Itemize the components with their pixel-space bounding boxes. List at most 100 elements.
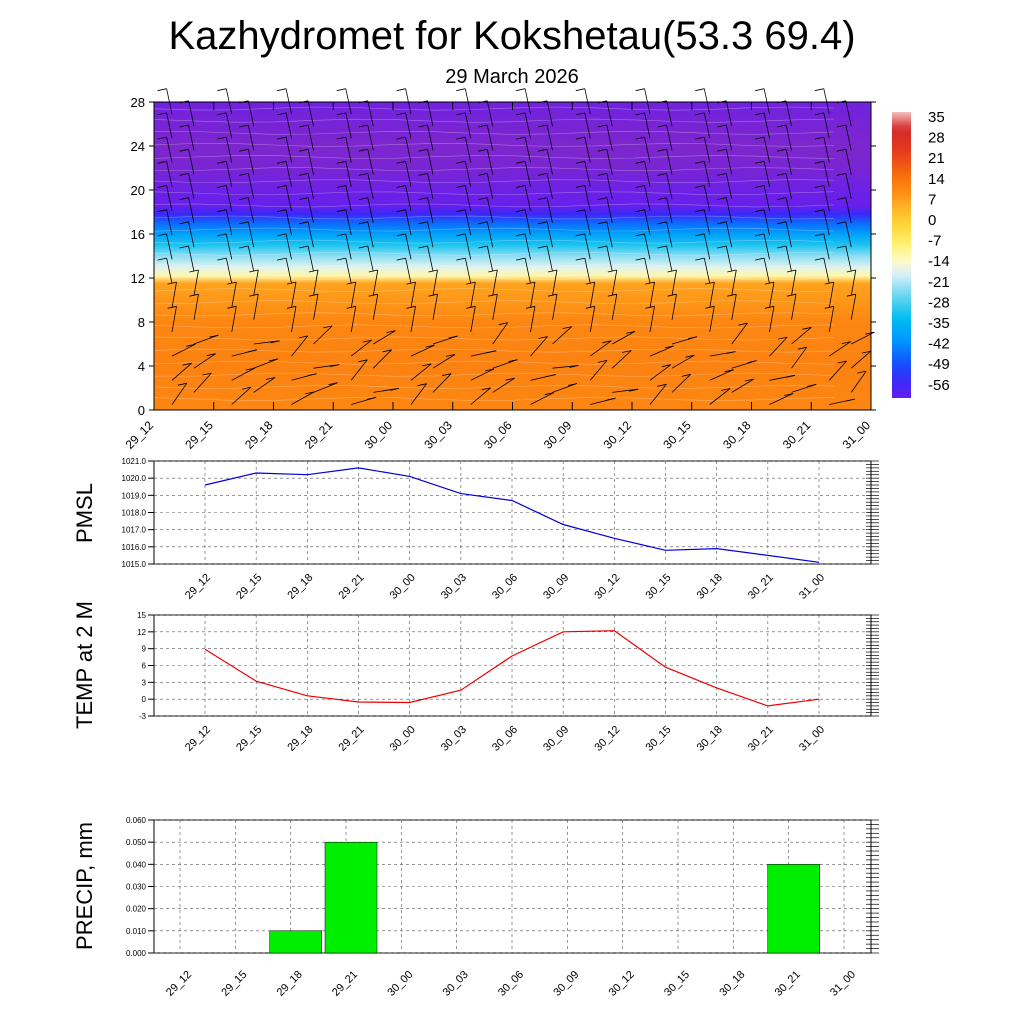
wind-barb — [253, 358, 279, 369]
chart-subtitle: 29 March 2026 — [445, 66, 579, 88]
wind-barb-flag — [245, 367, 255, 371]
colorbar-label: -49 — [928, 356, 950, 373]
wind-barb-flag — [206, 353, 216, 357]
wind-barb-flag — [635, 136, 645, 140]
y-tick-label: 15 — [137, 611, 146, 620]
wind-barb-flag — [336, 233, 346, 237]
x-tick-label: 30_00 — [388, 724, 418, 754]
wind-barb-flag — [635, 160, 645, 164]
wind-barb — [307, 173, 314, 199]
wind-barb-flag — [681, 373, 691, 377]
wind-barb — [470, 282, 476, 308]
wind-barb — [703, 88, 711, 115]
wind-barb — [166, 185, 173, 211]
wind-barb-flag — [239, 197, 249, 200]
wind-barb — [285, 185, 292, 211]
wind-barb — [373, 330, 396, 345]
wind-barb-flag — [217, 209, 227, 213]
wind-barb — [285, 209, 292, 236]
wind-barb — [703, 161, 711, 187]
wind-barb — [247, 149, 255, 175]
wind-barb — [644, 112, 651, 139]
wind-barb — [584, 209, 591, 236]
wind-barb — [791, 326, 812, 345]
wind-barb — [785, 149, 792, 175]
wind-barb — [285, 233, 292, 260]
wind-barb-flag — [814, 185, 824, 188]
wind-barb — [231, 306, 237, 332]
wind-barb-flag — [498, 322, 508, 326]
wind-barb-flag — [575, 257, 585, 261]
wind-barb-flag — [157, 160, 167, 164]
wind-barb-flag — [629, 388, 639, 392]
wind-barb-flag — [157, 209, 167, 213]
wind-barb — [823, 161, 830, 187]
colorbar-label: -14 — [928, 253, 950, 270]
wind-barb-flag — [695, 88, 705, 92]
wind-barb — [307, 245, 314, 272]
wind-barb — [791, 346, 808, 369]
wind-barb — [703, 258, 711, 284]
wind-barb-flag — [305, 391, 315, 395]
wind-barb-flag — [396, 233, 406, 237]
x-tick-label: 29_12 — [183, 572, 213, 602]
wind-barb — [584, 137, 591, 163]
wind-barb-flag — [635, 257, 645, 261]
wind-barb-flag — [481, 387, 491, 391]
wind-barb — [171, 362, 192, 381]
wind-barb-flag — [597, 124, 607, 128]
wind-barb-flag — [505, 377, 515, 381]
wind-barb-flag — [358, 359, 368, 363]
wind-barb — [188, 100, 195, 127]
wind-barb — [188, 245, 195, 272]
wind-barb-flag — [726, 351, 736, 354]
wind-barb — [589, 282, 596, 308]
wind-barb-flag — [814, 160, 824, 164]
wind-barb — [785, 173, 792, 199]
wind-barb — [285, 137, 292, 163]
wind-barb-flag — [358, 173, 368, 176]
wind-barb — [546, 197, 553, 224]
wind-barb — [823, 233, 830, 260]
x-tick-label: 30_00 — [388, 572, 418, 602]
wind-barb — [470, 306, 476, 332]
y-tick-label: 1019.0 — [122, 491, 147, 500]
wind-barb-flag — [396, 209, 406, 213]
wind-barb — [345, 112, 352, 139]
x-tick-label: 31_00 — [797, 572, 827, 602]
wind-barb — [666, 245, 673, 272]
wind-barb-flag — [179, 197, 189, 200]
wind-barb — [666, 124, 673, 151]
wind-barb-flag — [336, 257, 346, 261]
x-tick-label: 29_21 — [330, 969, 360, 999]
wind-barb — [285, 258, 292, 284]
x-tick-label: 29_15 — [234, 572, 264, 602]
wind-barb-flag — [456, 88, 466, 92]
x-tick-label: 30_09 — [541, 572, 571, 602]
wind-barb — [492, 269, 498, 296]
wind-barb-flag — [657, 124, 667, 128]
wind-barb — [611, 294, 618, 320]
wind-barb — [606, 197, 613, 224]
wind-barb — [725, 173, 733, 199]
wind-barb-flag — [202, 372, 212, 376]
wind-barb — [649, 306, 655, 332]
wind-barb — [307, 124, 314, 151]
y-tick-label: 0.050 — [126, 838, 147, 847]
wind-barb — [845, 245, 852, 272]
wind-barb-flag — [777, 124, 787, 128]
wind-barb — [828, 360, 847, 381]
wind-barb-flag — [738, 322, 748, 326]
wind-barb-flag — [336, 185, 346, 188]
wind-barb — [345, 258, 352, 284]
wind-barb-flag — [865, 331, 875, 335]
wind-barb — [524, 161, 531, 187]
wind-barb — [666, 221, 673, 248]
wind-barb-flag — [575, 160, 585, 164]
x-tick-label: 29_12 — [123, 418, 157, 452]
wind-barb-flag — [299, 124, 309, 128]
y-tick-label: 0 — [138, 403, 145, 418]
y-tick-label: 1017.0 — [122, 526, 147, 535]
wind-barb — [703, 137, 711, 163]
wind-barb — [247, 100, 255, 127]
